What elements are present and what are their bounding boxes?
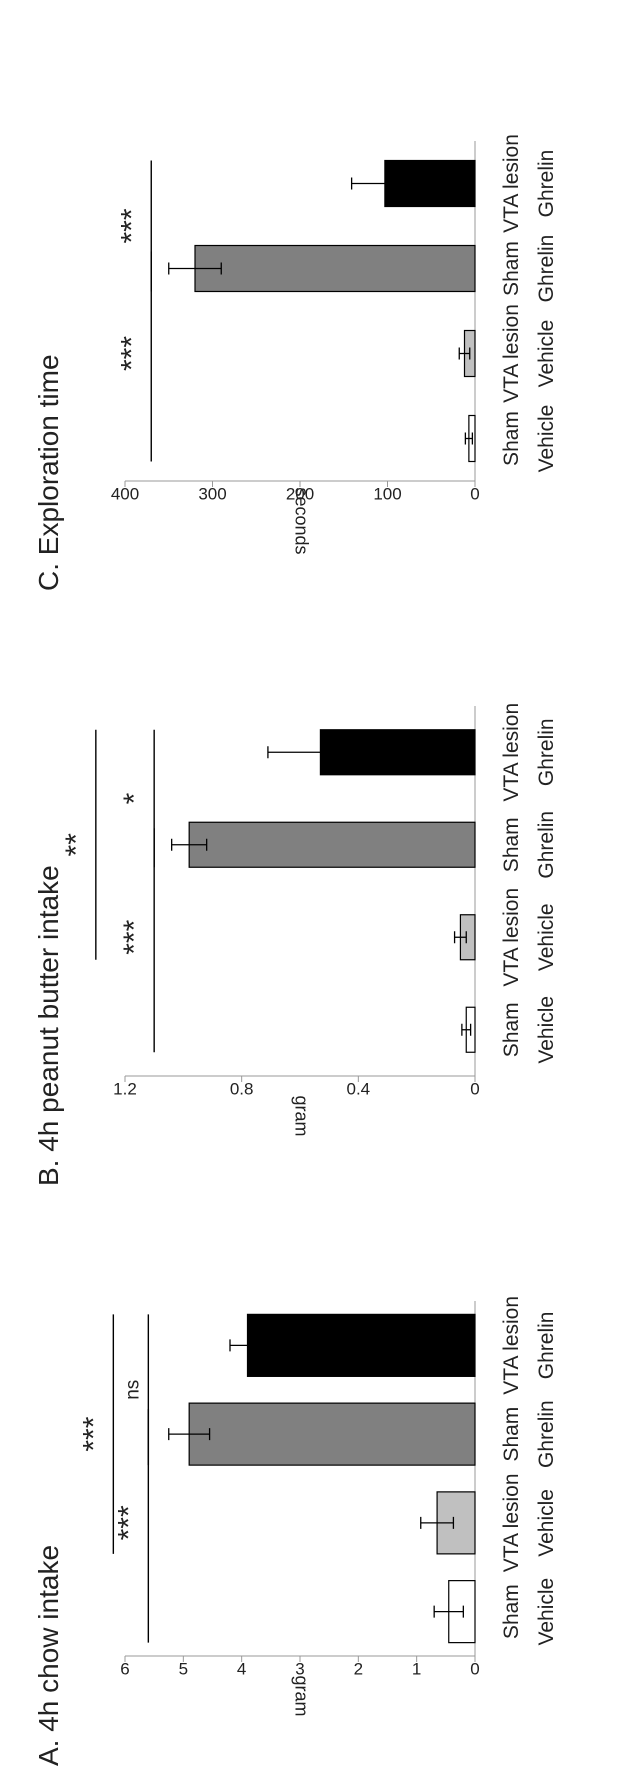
y-tick-label: 0 [470, 484, 479, 503]
y-tick-label: 1.2 [113, 1079, 137, 1098]
significance-label: *** [118, 919, 151, 954]
bar-3 [194, 244, 476, 293]
y-tick-label: 4 [237, 1659, 246, 1678]
chart-title: C. Exploration time [33, 354, 64, 591]
significance-label: * [118, 792, 151, 804]
category-label-line1: Sham [500, 241, 523, 296]
significance-label: *** [115, 336, 148, 371]
category-label-line1: Sham [500, 1584, 523, 1639]
y-tick-label: 3 [295, 1659, 304, 1678]
category-label-line2: Ghrelin [535, 235, 558, 303]
category-label-line2: Ghrelin [535, 1400, 558, 1468]
category-label-line2: Vehicle [535, 405, 558, 473]
category-label-line2: Ghrelin [535, 150, 558, 218]
y-axis-label: seconds [291, 487, 311, 554]
chart-panel-3: C. Exploration time 0 100 200 300 400 seconds S… [33, 134, 558, 591]
category-label-line1: VTA lesion [500, 888, 523, 987]
y-tick-label: 400 [111, 484, 139, 503]
category-label-line1: Sham [500, 1002, 523, 1057]
category-label-line1: Sham [500, 1407, 523, 1462]
y-tick-label: 100 [373, 484, 401, 503]
chart-title: A. 4h chow intake [33, 1545, 64, 1766]
category-label-line1: VTA lesion [500, 1473, 523, 1572]
y-tick-label: 6 [120, 1659, 129, 1678]
significance-label: *** [115, 208, 148, 243]
category-label-line2: Vehicle [535, 320, 558, 388]
category-label-line1: VTA lesion [500, 1296, 523, 1395]
y-tick-label: 5 [179, 1659, 188, 1678]
y-axis-label: gram [291, 1675, 311, 1716]
category-label-line1: Sham [500, 411, 523, 466]
category-label-line2: Vehicle [535, 1489, 558, 1557]
y-tick-label: 0 [470, 1659, 479, 1678]
bar-3 [188, 1402, 476, 1466]
bar-4 [246, 1313, 476, 1377]
category-label-line1: VTA lesion [500, 304, 523, 403]
category-label-line1: VTA lesion [500, 703, 523, 802]
chart-title: B. 4h peanut butter intake [33, 865, 64, 1186]
bar-3 [188, 821, 476, 868]
category-label-line2: Ghrelin [535, 811, 558, 879]
category-label-line1: Sham [500, 817, 523, 872]
significance-label: *** [77, 1416, 110, 1451]
significance-label: ns [122, 1380, 143, 1400]
significance-label: *** [112, 1505, 145, 1540]
category-label-line2: Vehicle [535, 903, 558, 971]
y-tick-label: 1 [412, 1659, 421, 1678]
chart-panel-2: B. 4h peanut butter intake 0 0.4 0.8 1.2 gram… [33, 703, 558, 1186]
y-tick-label: 0.4 [347, 1079, 371, 1098]
significance-label: ** [60, 833, 93, 857]
chart-panel-1: A. 4h chow intake 0 1 2 3 4 5 6 gram Sham Vehicle V… [33, 1296, 558, 1766]
category-label-line2: Ghrelin [535, 718, 558, 786]
y-tick-label: 0.8 [230, 1079, 254, 1098]
category-label-line2: Vehicle [535, 1578, 558, 1646]
y-tick-label: 0 [470, 1079, 479, 1098]
y-tick-label: 2 [354, 1659, 363, 1678]
category-label-line2: Vehicle [535, 996, 558, 1064]
category-label-line2: Ghrelin [535, 1312, 558, 1380]
category-label-line1: VTA lesion [500, 134, 523, 233]
y-axis-label: gram [291, 1095, 311, 1136]
y-tick-label: 200 [286, 484, 314, 503]
y-tick-label: 300 [198, 484, 226, 503]
